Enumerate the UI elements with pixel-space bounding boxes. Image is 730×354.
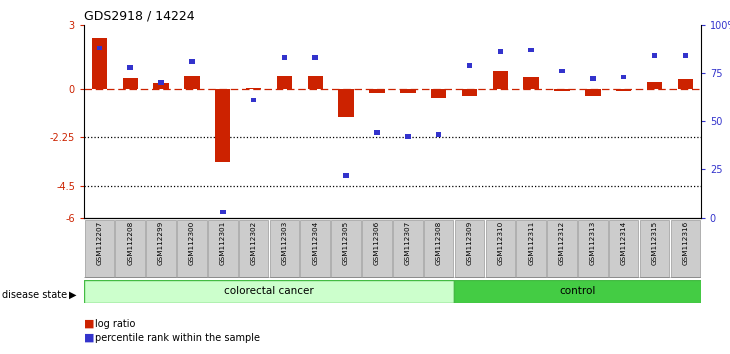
Bar [400,89,415,93]
Text: GSM112299: GSM112299 [158,221,164,266]
FancyBboxPatch shape [177,220,207,277]
Bar [158,80,164,85]
FancyBboxPatch shape [84,280,454,303]
Bar [462,89,477,96]
Text: GSM112315: GSM112315 [652,221,658,266]
Text: GSM112302: GSM112302 [250,221,256,266]
Bar [312,55,318,60]
FancyBboxPatch shape [424,220,453,277]
Text: GSM112314: GSM112314 [620,221,626,266]
FancyBboxPatch shape [301,220,330,277]
Text: colorectal cancer: colorectal cancer [224,286,314,296]
FancyBboxPatch shape [548,220,577,277]
Text: disease state: disease state [2,290,67,299]
FancyBboxPatch shape [454,280,701,303]
Bar [307,76,323,89]
Bar [498,50,503,54]
Bar [621,74,626,79]
Text: GSM112311: GSM112311 [529,221,534,266]
Bar [92,38,107,89]
Bar [529,47,534,52]
FancyBboxPatch shape [239,220,269,277]
FancyBboxPatch shape [609,220,639,277]
FancyBboxPatch shape [455,220,484,277]
Bar [282,55,287,60]
Bar [343,173,349,178]
Text: GSM112304: GSM112304 [312,221,318,266]
Bar [652,53,657,58]
Text: GSM112316: GSM112316 [683,221,688,266]
Text: GSM112312: GSM112312 [559,221,565,266]
Text: ▶: ▶ [69,290,77,299]
Text: ■: ■ [84,319,94,329]
Text: GDS2918 / 14224: GDS2918 / 14224 [84,9,195,22]
Bar [153,82,169,89]
Bar [369,89,385,93]
FancyBboxPatch shape [362,220,392,277]
Bar [616,89,631,91]
Text: control: control [559,286,596,296]
FancyBboxPatch shape [269,220,299,277]
Bar [523,77,539,89]
Bar [215,89,231,162]
Text: GSM112306: GSM112306 [374,221,380,266]
Bar [647,81,662,89]
Bar [559,69,565,73]
Bar [189,59,195,64]
Text: log ratio: log ratio [95,319,135,329]
Text: GSM112207: GSM112207 [96,221,102,266]
Bar [436,132,442,137]
Bar [277,76,292,89]
Bar [683,53,688,58]
Bar [220,210,226,214]
Text: percentile rank within the sample: percentile rank within the sample [95,333,260,343]
Bar [431,89,446,98]
Text: GSM112308: GSM112308 [436,221,442,266]
Text: ■: ■ [84,333,94,343]
Text: GSM112310: GSM112310 [497,221,503,266]
Text: GSM112300: GSM112300 [189,221,195,266]
FancyBboxPatch shape [146,220,176,277]
Bar [128,65,133,70]
Text: GSM112309: GSM112309 [466,221,472,266]
Bar [590,76,596,81]
FancyBboxPatch shape [485,220,515,277]
Text: GSM112208: GSM112208 [127,221,133,266]
Bar [123,78,138,89]
FancyBboxPatch shape [578,220,607,277]
Text: GSM112301: GSM112301 [220,221,226,266]
FancyBboxPatch shape [671,220,700,277]
Bar [339,89,354,117]
FancyBboxPatch shape [331,220,361,277]
FancyBboxPatch shape [516,220,546,277]
FancyBboxPatch shape [208,220,237,277]
Text: GSM112303: GSM112303 [282,221,288,266]
FancyBboxPatch shape [115,220,145,277]
Bar [466,63,472,68]
FancyBboxPatch shape [393,220,423,277]
Bar [405,134,410,139]
Text: GSM112307: GSM112307 [405,221,411,266]
Bar [184,76,199,89]
Bar [677,79,693,89]
Bar [554,89,569,91]
Bar [493,71,508,89]
Bar [585,89,601,96]
FancyBboxPatch shape [639,220,669,277]
FancyBboxPatch shape [85,220,114,277]
Text: GSM112305: GSM112305 [343,221,349,266]
Bar [251,98,256,102]
Bar [246,88,261,89]
Bar [96,46,102,50]
Bar [374,131,380,135]
Text: GSM112313: GSM112313 [590,221,596,266]
